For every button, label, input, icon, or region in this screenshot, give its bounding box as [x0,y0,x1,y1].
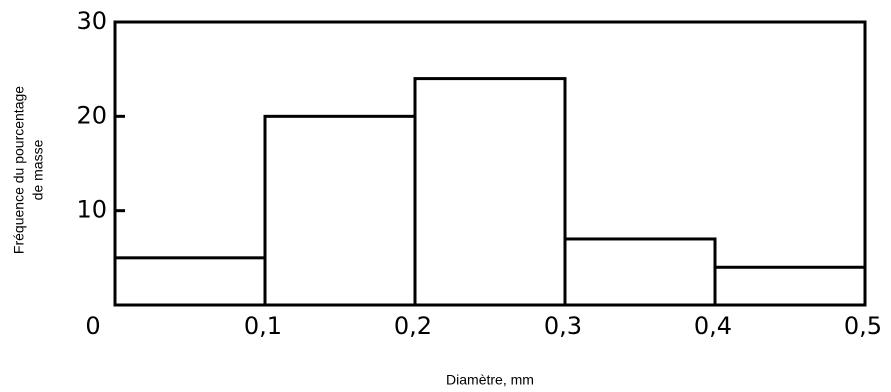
bar [113,256,267,307]
x-tick-label: 0,5 [844,312,882,340]
y-axis-label: Fréquence du pourcentage de masse [11,86,46,254]
bar [413,77,567,307]
x-tick-label: 0,3 [544,312,582,340]
x-tick-label: 0 [85,312,100,340]
y-tick-label: 10 [76,196,107,224]
y-tick-label: 20 [76,101,107,129]
x-axis-label: Diamètre, mm [446,372,534,388]
bar [713,265,867,307]
bar [263,114,417,307]
plot-frame [113,20,867,307]
y-tick-label: 30 [76,7,107,35]
x-tick-label: 0,2 [394,312,432,340]
y-axis-label-line: Fréquence du pourcentage [11,86,27,254]
bar [563,237,717,307]
x-tick-label: 0,4 [694,312,732,340]
y-axis-label-line: de masse [30,139,46,200]
x-tick-label: 0,1 [244,312,282,340]
